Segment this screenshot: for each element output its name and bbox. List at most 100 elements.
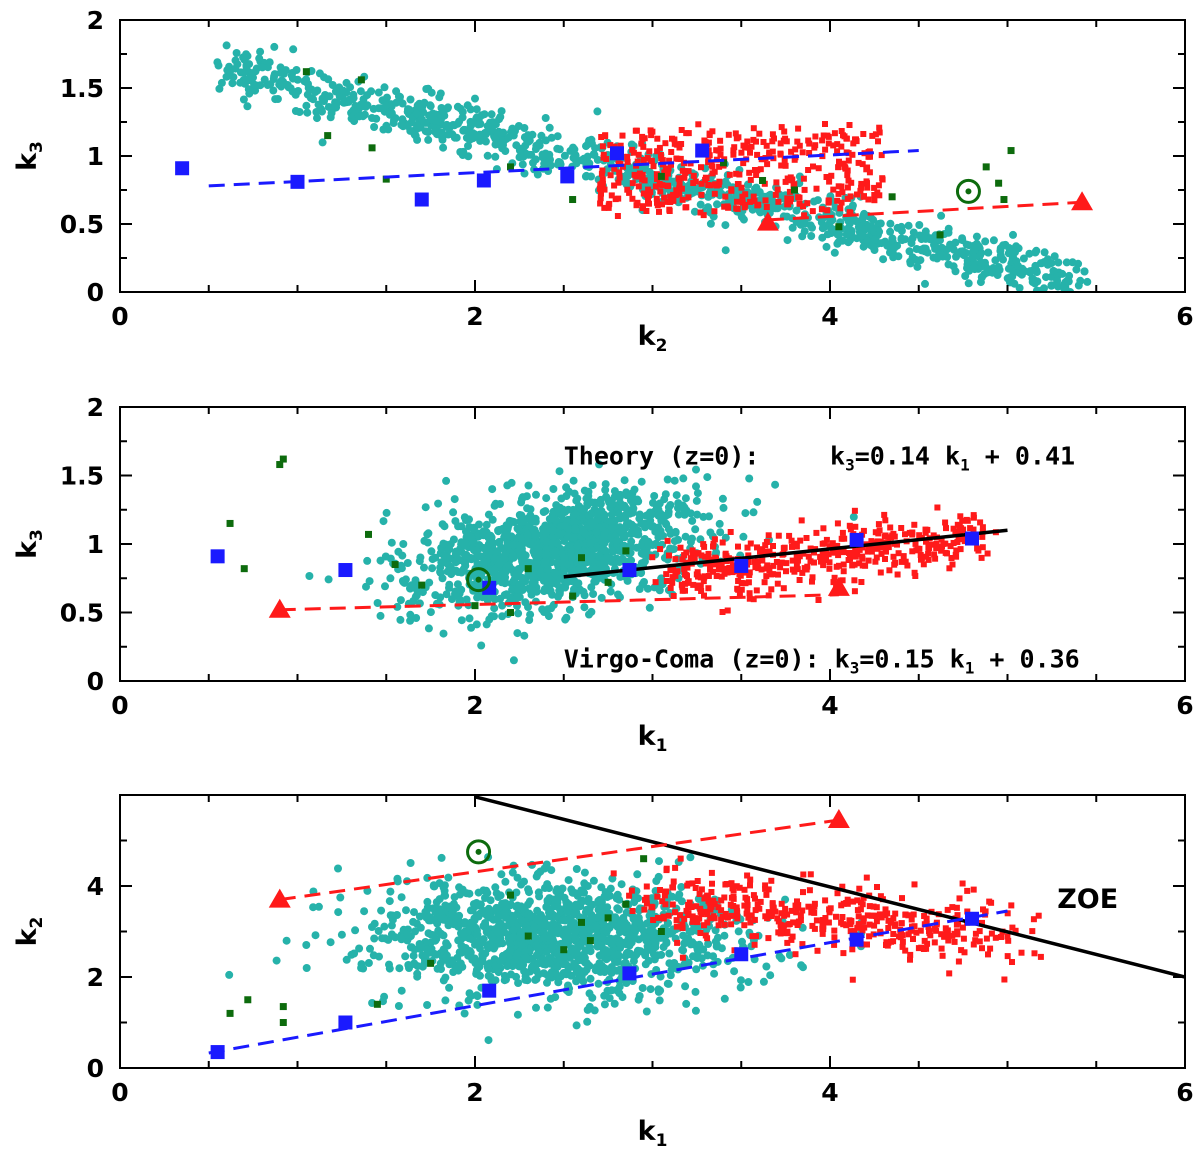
point: [895, 550, 902, 557]
point: [970, 514, 977, 521]
point: [649, 554, 656, 561]
point: [979, 919, 985, 926]
point: [866, 921, 873, 928]
point: [1032, 268, 1041, 277]
point: [705, 154, 712, 161]
point: [782, 905, 789, 912]
point: [350, 117, 359, 126]
point: [403, 559, 412, 567]
point: [721, 221, 730, 230]
point: [243, 102, 252, 111]
point: [668, 161, 674, 168]
point: [875, 182, 882, 189]
point: [433, 964, 442, 973]
point: [512, 972, 521, 981]
point: [981, 237, 990, 246]
point: [1031, 248, 1040, 257]
point: [491, 152, 500, 161]
point: [890, 553, 897, 560]
point: [555, 587, 564, 596]
point: [819, 540, 826, 547]
point: [942, 519, 949, 526]
point: [706, 899, 713, 906]
point: [701, 543, 708, 550]
point: [1042, 273, 1050, 282]
point: [888, 234, 897, 243]
point: [904, 221, 913, 230]
point: [876, 124, 883, 131]
point: [772, 908, 779, 915]
point: [629, 195, 636, 202]
point: [795, 194, 802, 201]
plot-area: [175, 41, 1094, 292]
point: [686, 940, 695, 949]
point: [642, 1007, 651, 1016]
x-tick-label: 2: [466, 691, 483, 720]
point: [844, 172, 851, 179]
point: [763, 142, 770, 149]
point: [702, 176, 709, 183]
point: [281, 66, 290, 75]
point: [381, 582, 389, 591]
point: [998, 934, 1004, 940]
point: [778, 900, 785, 907]
point: [423, 873, 432, 882]
point: [616, 169, 623, 176]
point: [877, 569, 884, 576]
point: [588, 551, 597, 560]
point: [738, 586, 745, 593]
point: [665, 949, 674, 958]
point: [440, 891, 449, 900]
point: [956, 895, 963, 902]
blue-square: [476, 173, 491, 188]
point: [292, 66, 301, 74]
point: [959, 536, 966, 543]
point: [482, 620, 491, 629]
point: [666, 552, 672, 559]
point: [771, 480, 780, 489]
point: [930, 532, 937, 539]
point: [972, 930, 979, 937]
point: [799, 569, 806, 576]
point: [426, 102, 435, 111]
point: [599, 167, 606, 174]
point: [640, 143, 647, 150]
green-point: [507, 163, 514, 171]
blue-square: [695, 143, 710, 158]
point: [730, 967, 739, 976]
point: [490, 554, 499, 563]
point: [528, 579, 537, 587]
point: [405, 964, 413, 972]
point: [466, 918, 475, 927]
point: [824, 207, 831, 214]
point: [744, 872, 751, 879]
point: [793, 562, 800, 569]
point: [624, 186, 631, 193]
point: [526, 610, 535, 619]
point: [592, 528, 601, 537]
point: [670, 197, 677, 204]
point: [872, 131, 879, 138]
point: [818, 206, 825, 213]
point: [698, 191, 705, 198]
point: [546, 959, 555, 968]
point: [785, 201, 792, 208]
point: [1037, 953, 1044, 960]
point: [627, 140, 636, 149]
point: [442, 553, 451, 562]
point: [357, 960, 366, 969]
point: [363, 91, 372, 100]
point: [725, 204, 732, 211]
point: [625, 931, 634, 939]
point: [617, 142, 624, 149]
point: [564, 876, 573, 885]
point: [334, 908, 343, 917]
point: [528, 130, 537, 139]
point: [515, 593, 524, 602]
point: [925, 923, 932, 930]
point: [674, 510, 683, 519]
point: [667, 566, 674, 573]
point: [645, 603, 654, 612]
point: [874, 545, 881, 552]
point: [541, 557, 550, 566]
